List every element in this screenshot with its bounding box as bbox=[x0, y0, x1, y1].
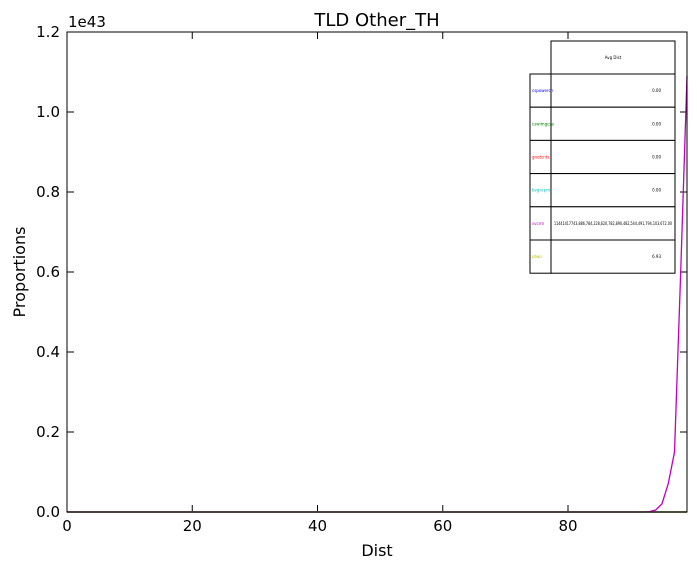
legend-table-row-value: 0.00 bbox=[652, 121, 661, 126]
legend-table-row-value: 0.00 bbox=[652, 155, 661, 160]
legend-table-row-value: 6.93 bbox=[652, 254, 661, 259]
x-tick-label: 60 bbox=[433, 517, 452, 535]
legend-table-value-cell bbox=[550, 173, 676, 208]
x-axis-title: Dist bbox=[361, 541, 392, 560]
plot-frame bbox=[66, 31, 688, 513]
x-tick-label: 20 bbox=[183, 517, 202, 535]
x-tick-label: 0 bbox=[62, 517, 72, 535]
legend-table-header: Avg Dist bbox=[605, 55, 622, 60]
y-tick-label: 1.0 bbox=[36, 103, 60, 121]
x-tick-label: 40 bbox=[308, 517, 327, 535]
legend-table-row-label: cswimgcsa bbox=[532, 121, 554, 126]
legend-table-row-label: bvgnrpm bbox=[532, 188, 550, 193]
legend-table-value-cell bbox=[550, 106, 676, 141]
legend-table-row-value: 0.00 bbox=[652, 88, 661, 93]
legend-table-row-value: 11441417743,886,784,228,620,782,890,482,… bbox=[554, 221, 672, 226]
legend-table-value-cell bbox=[550, 139, 676, 175]
y-tick-label: 1.2 bbox=[36, 23, 60, 41]
y-axis-title: Proportions bbox=[10, 227, 29, 318]
x-tick-labels: 0 20 40 60 80 bbox=[62, 517, 577, 535]
chart-title: TLD Other_TH bbox=[313, 10, 439, 31]
y-tick-label: 0.2 bbox=[36, 423, 60, 441]
y-tick-labels: 0.0 0.2 0.4 0.6 0.8 1.0 1.2 bbox=[36, 23, 60, 521]
legend-table-value-cell bbox=[550, 73, 676, 108]
legend-table-row-value: 0.00 bbox=[652, 188, 661, 193]
y-tick-label: 0.8 bbox=[36, 183, 60, 201]
x-tick-label: 80 bbox=[558, 517, 577, 535]
legend-table-row-label: cspowercn bbox=[532, 88, 554, 93]
y-tick-label: 0.0 bbox=[36, 503, 60, 521]
legend-table-value-cell bbox=[550, 239, 676, 274]
legend-table-value-cell bbox=[550, 206, 676, 241]
legend-table-row-label: ptwo bbox=[532, 254, 542, 259]
y-offset-label: 1e43 bbox=[68, 13, 106, 31]
y-tick-label: 0.4 bbox=[36, 343, 60, 361]
legend-table-row-label: svcrm bbox=[532, 221, 544, 226]
legend-table-row-label: gnetcnts bbox=[532, 155, 550, 160]
legend-table-header-cell bbox=[550, 40, 676, 75]
y-tick-label: 0.6 bbox=[36, 263, 60, 281]
legend-table: Avg Dist cspowercn 0.00 cswimgcsa 0.00 gnetcn… bbox=[529, 40, 676, 274]
